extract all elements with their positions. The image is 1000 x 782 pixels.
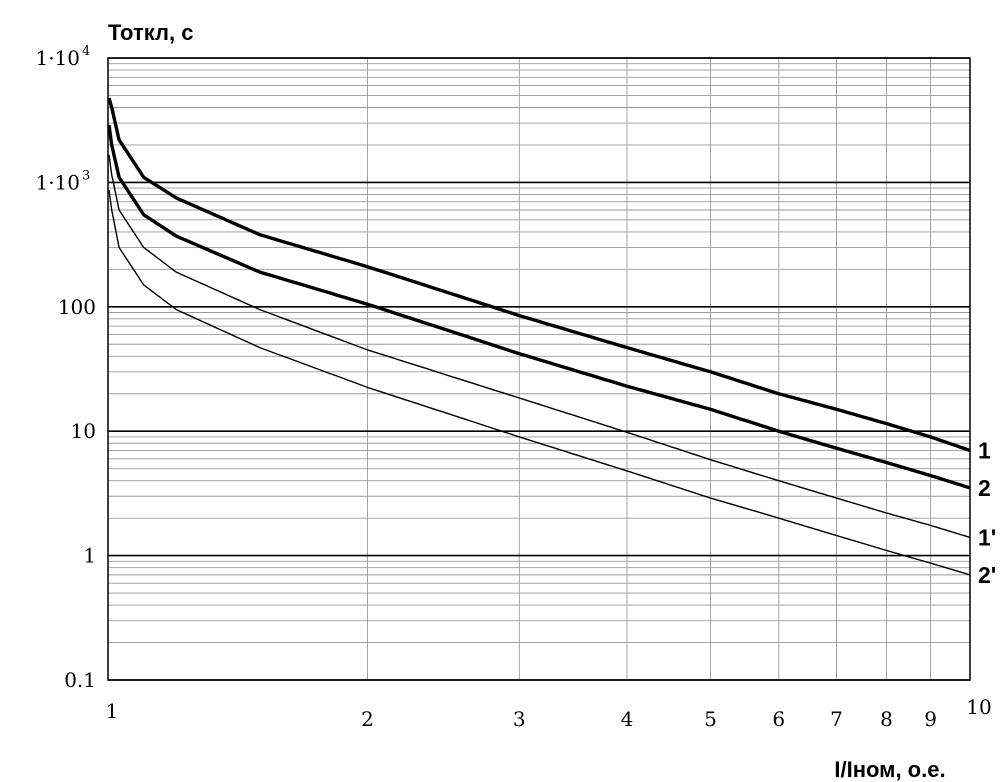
y-tick-exponent: 3 bbox=[82, 168, 90, 183]
y-tick-label: 100 bbox=[58, 295, 96, 319]
curve-label-2: 2 bbox=[978, 475, 991, 501]
curve-labels: 1 2 1' 2' bbox=[978, 437, 996, 587]
x-tick-label: 10 bbox=[966, 695, 991, 719]
series-layer bbox=[107, 97, 971, 576]
minor-grid bbox=[107, 58, 971, 680]
y-tick-label: 1 bbox=[83, 544, 96, 568]
y-tick-label: 10 bbox=[71, 419, 96, 443]
curve-2 bbox=[107, 124, 971, 490]
curve-label-2': 2' bbox=[978, 562, 996, 588]
x-tick-label: 1 bbox=[106, 699, 119, 723]
x-tick-label: 8 bbox=[880, 707, 893, 731]
x-tick-label: 5 bbox=[704, 707, 717, 731]
y-axis-title: Тоткл, с bbox=[108, 20, 193, 45]
y-tick-label: 0.1 bbox=[64, 668, 96, 692]
x-tick-label: 7 bbox=[830, 707, 843, 731]
curve-1 bbox=[107, 97, 971, 453]
x-tick-label: 6 bbox=[772, 707, 785, 731]
plot-frame bbox=[107, 57, 971, 681]
y-tick-exponent: 4 bbox=[82, 44, 90, 59]
curve-2' bbox=[108, 189, 971, 576]
x-tick-labels: 1 2 3 4 5 6 7 8 9 10 bbox=[106, 695, 992, 731]
y-tick-label: 1·10 bbox=[35, 46, 80, 70]
curve-label-1: 1 bbox=[978, 437, 991, 463]
x-tick-label: 4 bbox=[621, 707, 634, 731]
x-tick-label: 3 bbox=[513, 707, 526, 731]
y-tick-label: 1·10 bbox=[35, 170, 80, 194]
x-tick-label: 2 bbox=[361, 707, 374, 731]
x-axis-title: I/Iном, о.е. bbox=[834, 757, 945, 782]
curve-label-1': 1' bbox=[978, 524, 996, 550]
x-tick-label: 9 bbox=[924, 707, 937, 731]
curve-1' bbox=[108, 154, 971, 539]
